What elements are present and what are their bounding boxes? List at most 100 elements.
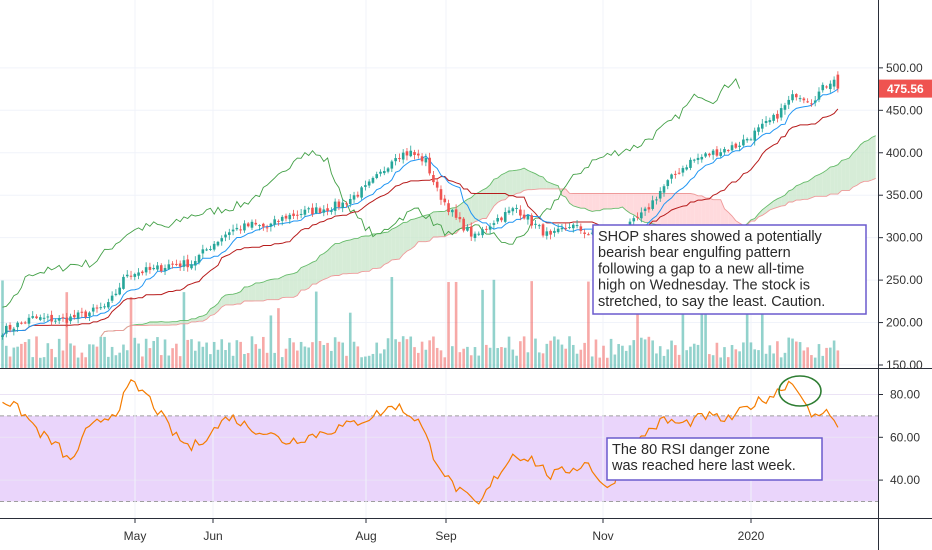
ichimoku-cloud-segment: [240, 287, 245, 304]
volume-bar: [99, 336, 103, 368]
volume-bar: [341, 342, 344, 368]
candle-body: [556, 228, 560, 233]
volume-bar: [348, 312, 352, 368]
volume-bar: [333, 337, 337, 368]
volume-bar: [35, 336, 38, 368]
ichimoku-cloud-segment: [255, 282, 260, 301]
candle-body: [337, 201, 341, 208]
candle-body: [477, 233, 481, 235]
volume-bar: [107, 356, 110, 368]
candle-body: [409, 150, 413, 157]
ichimoku-cloud-segment: [611, 193, 615, 209]
candle-body: [88, 312, 91, 317]
ichimoku-cloud-segment: [354, 238, 358, 274]
candle-body: [129, 275, 133, 277]
candle-body: [481, 229, 484, 236]
candle-body: [401, 152, 405, 160]
ichimoku-cloud-segment: [497, 174, 502, 203]
volume-bar: [798, 342, 802, 368]
volume-bar: [674, 345, 677, 368]
volume-bar: [352, 341, 356, 368]
candle-body: [103, 306, 106, 308]
ichimoku-cloud-segment: [777, 197, 782, 208]
candle-body: [50, 314, 53, 322]
time-tick-label: May: [124, 529, 147, 543]
ichimoku-cloud-segment: [807, 178, 812, 200]
volume-bar: [454, 281, 458, 368]
volume-bar: [685, 350, 688, 368]
volume-bar: [371, 353, 375, 368]
volume-bar: [795, 341, 798, 368]
candle-body: [417, 153, 420, 156]
volume-bar: [810, 355, 813, 368]
candle-body: [133, 274, 137, 277]
volume-bar: [23, 342, 27, 368]
volume-bar: [57, 338, 61, 368]
volume-bar: [662, 355, 666, 368]
volume-bar: [643, 339, 647, 368]
candle-body: [587, 234, 590, 236]
ichimoku-cloud-segment: [270, 278, 275, 300]
candle-body: [277, 220, 280, 222]
volume-bar: [69, 343, 72, 368]
ichimoku-cloud-segment: [327, 246, 332, 279]
ichimoku-cloud-segment: [811, 176, 816, 198]
candle-body: [76, 312, 80, 319]
price-annotation-box: [592, 224, 867, 315]
volume-bar: [681, 292, 685, 368]
candle-body: [311, 207, 314, 215]
candle-body: [375, 174, 379, 179]
ichimoku-cloud-segment: [346, 239, 351, 274]
volume-bar: [443, 357, 447, 368]
candle-body: [114, 293, 118, 296]
ichimoku-cloud-segment: [679, 193, 683, 226]
candle-body: [322, 209, 326, 213]
ichimoku-cloud-segment: [183, 320, 188, 324]
candle-body: [307, 208, 310, 210]
ichimoku-cloud-segment: [233, 293, 237, 305]
candle-body: [439, 189, 443, 200]
ichimoku-cloud-segment: [818, 172, 823, 197]
ichimoku-cloud-segment: [429, 211, 434, 242]
candle-body: [692, 159, 696, 161]
ichimoku-cloud-segment: [618, 193, 623, 209]
volume-bar: [609, 338, 613, 368]
volume-bar: [413, 347, 416, 368]
ichimoku-cloud-segment: [599, 193, 604, 211]
volume-bar: [197, 341, 201, 368]
ichimoku-cloud-segment: [331, 243, 336, 276]
candle-body: [817, 91, 821, 100]
candle-body: [776, 113, 779, 119]
ichimoku-cloud-segment: [229, 294, 234, 305]
ichimoku-cloud-segment: [180, 320, 184, 324]
time-tick-label: Jun: [203, 529, 222, 543]
candle-body: [526, 215, 530, 220]
price-tick-label: 300.00: [886, 231, 923, 245]
volume-bar: [239, 341, 242, 368]
ichimoku-cloud-segment: [592, 193, 596, 212]
volume-bar: [768, 345, 772, 368]
candle-body: [352, 195, 356, 200]
volume-bar: [307, 347, 310, 368]
volume-bar: [42, 357, 46, 368]
volume-bar: [447, 282, 450, 368]
candle-body: [764, 120, 768, 124]
volume-bar: [390, 277, 394, 368]
candle-body: [674, 173, 677, 175]
ichimoku-cloud-segment: [773, 198, 778, 209]
ichimoku-cloud-segment: [482, 188, 487, 219]
ichimoku-cloud-segment: [509, 170, 513, 197]
volume-bar: [288, 338, 292, 368]
candle-body: [511, 208, 515, 212]
volume-bar: [719, 357, 722, 368]
candle-body: [488, 226, 492, 230]
candle-body: [757, 127, 760, 132]
volume-bar: [269, 315, 273, 368]
candle-body: [821, 84, 825, 91]
rsi-annotation-box: [606, 437, 823, 481]
volume-bar: [726, 357, 730, 368]
candle-body: [99, 307, 103, 309]
rsi-peak-circle: [778, 375, 822, 407]
volume-bar: [825, 347, 828, 368]
volume-bar: [492, 279, 496, 368]
